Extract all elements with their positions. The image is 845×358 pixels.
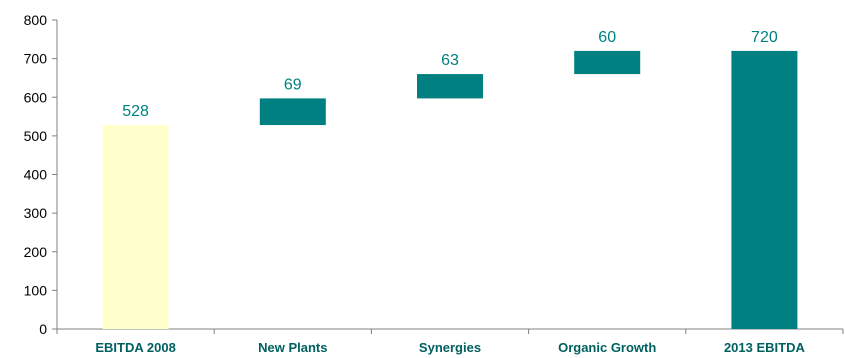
data-label: 720	[751, 29, 778, 46]
data-label: 63	[441, 52, 459, 69]
x-category-label: New Plants	[258, 340, 327, 355]
y-axis: 0 100 200 300 400 500 600 700 800	[24, 12, 58, 337]
bars	[102, 50, 798, 330]
bar-2013-ebitda	[731, 50, 798, 330]
y-tick-label: 700	[24, 51, 48, 67]
y-tick-label: 0	[39, 321, 47, 337]
y-tick-label: 300	[24, 205, 48, 221]
x-category-label: 2013 EBITDA	[724, 340, 806, 355]
x-category-label: Synergies	[419, 340, 481, 355]
data-labels: 528 69 63 60 720	[122, 29, 778, 120]
x-category-label: EBITDA 2008	[95, 340, 175, 355]
y-tick-label: 500	[24, 128, 48, 144]
bar-new-plants	[259, 98, 326, 126]
category-labels: EBITDA 2008 New Plants Synergies Organic Gr…	[95, 340, 805, 355]
bar-organic-growth	[574, 50, 641, 75]
y-tick-label: 200	[24, 244, 48, 260]
y-tick-label: 400	[24, 167, 48, 183]
bar-ebitda-2008	[102, 125, 169, 329]
data-label: 60	[598, 29, 616, 46]
x-axis	[56, 328, 844, 334]
data-label: 528	[122, 103, 149, 120]
y-tick-label: 100	[24, 282, 48, 298]
data-label: 69	[284, 76, 302, 93]
y-tick-label: 600	[24, 89, 48, 105]
y-tick-label: 800	[24, 12, 48, 28]
bar-synergies	[417, 74, 483, 99]
x-category-label: Organic Growth	[558, 340, 656, 355]
